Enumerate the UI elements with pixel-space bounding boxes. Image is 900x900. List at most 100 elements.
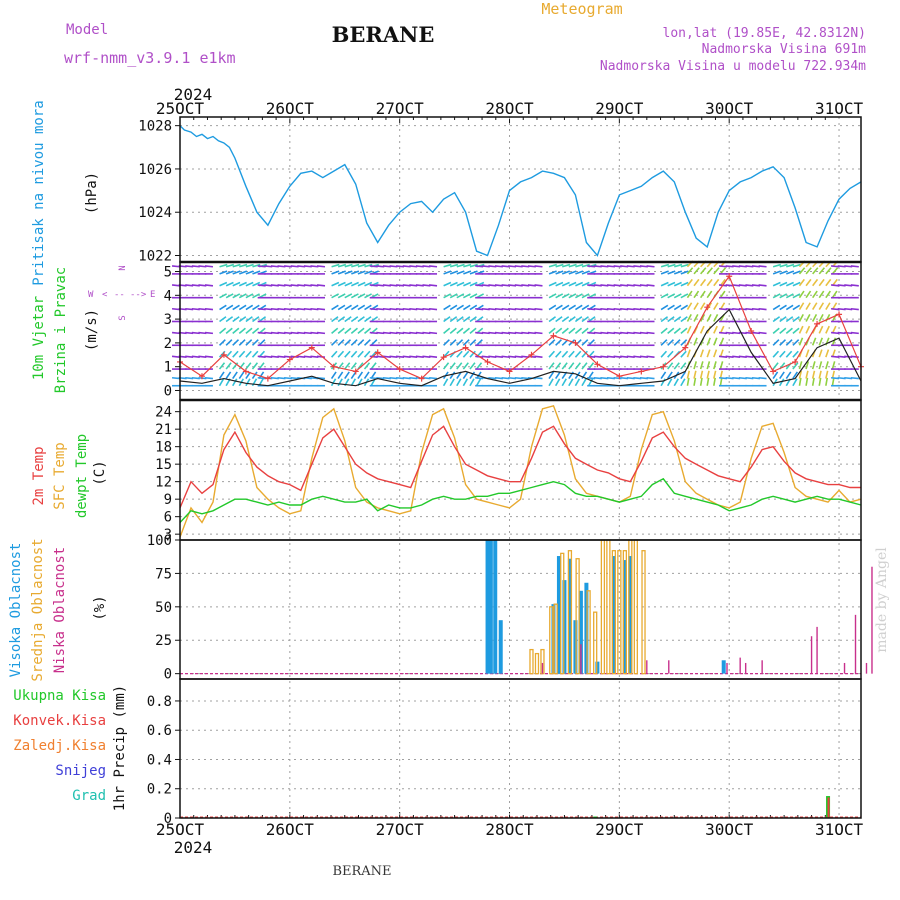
wind-barb — [699, 361, 704, 370]
wind-barb — [469, 327, 477, 334]
wind-barb — [785, 281, 794, 287]
wind-barb — [238, 293, 247, 299]
wind-barb — [772, 327, 780, 334]
wind-barb — [469, 304, 478, 311]
wind-barb — [245, 350, 252, 358]
wind-barb — [699, 290, 706, 299]
wind-barb — [673, 378, 679, 387]
cloud-high-bar — [573, 620, 578, 674]
wind-barb — [456, 327, 464, 334]
wind-barb — [204, 331, 214, 335]
wind-barb — [660, 327, 668, 334]
wind-barb — [344, 362, 351, 370]
wind-barb — [449, 362, 456, 370]
wind-barb — [785, 371, 792, 380]
wind-gust-marker — [682, 344, 689, 351]
cloud-high-bar — [595, 661, 600, 674]
wind-barb — [218, 378, 225, 387]
wind-barb — [587, 362, 595, 370]
wind-barb — [779, 316, 787, 323]
wind-barb — [706, 337, 711, 346]
wind-barb — [699, 370, 704, 379]
wind-barb — [667, 270, 676, 275]
wind-barb — [785, 316, 794, 323]
wind-barb — [463, 270, 472, 275]
wind-barb — [344, 304, 352, 311]
wind-barb — [568, 378, 574, 387]
wind-barb — [699, 377, 703, 386]
wind-gust-marker — [418, 375, 425, 382]
cloud-high-bar — [485, 540, 490, 674]
wind-barb — [693, 267, 700, 275]
y-tick-label: 75 — [155, 566, 172, 582]
wind-barb — [219, 304, 227, 311]
wind-barb — [660, 371, 667, 380]
model-value: wrf-nmm_v3.9.1 e1km — [64, 49, 236, 67]
wind-barb — [667, 362, 674, 370]
elevation-label: Nadmorska Visina 691m — [702, 42, 867, 57]
cloud-mid-bar — [567, 550, 573, 675]
wind-barb — [779, 263, 788, 268]
wind-barb — [686, 314, 692, 322]
wind-gust-marker — [792, 358, 799, 365]
wind-barb — [779, 270, 788, 275]
wind-barb — [713, 349, 718, 358]
time-tick-label-bottom: 30OCT — [705, 820, 754, 839]
wind-barb — [238, 304, 247, 311]
precip-legend-conv: Konvek.Kisa — [13, 713, 106, 729]
wind-gust-marker — [506, 368, 513, 375]
wind-barb — [337, 304, 346, 311]
time-tick-label-top: 30OCT — [705, 99, 754, 118]
wind-barb — [350, 371, 357, 380]
y-tick-label: 1026 — [138, 162, 172, 178]
wind-barb — [779, 339, 787, 346]
wind-barb — [581, 316, 589, 323]
wind-gust-line — [179, 275, 862, 380]
wind-barb — [818, 370, 822, 379]
y-tick-label: 9 — [164, 492, 172, 508]
wind-barb — [555, 327, 563, 334]
wind-barb — [534, 376, 543, 380]
wind-gust-marker — [308, 344, 315, 351]
wind-barb — [673, 304, 682, 311]
wind-barb — [463, 293, 471, 299]
y-tick-label: 3 — [164, 527, 172, 543]
wind-barb — [443, 270, 452, 275]
wind-barb — [660, 316, 669, 323]
wind-barb — [818, 290, 825, 299]
compass-north: N — [118, 265, 128, 270]
wind-barb — [548, 350, 556, 358]
wind-barb — [534, 284, 543, 287]
model-elevation-label: Nadmorska Visina u modelu 722.934m — [600, 59, 866, 74]
precip-legend-total: Ukupna Kisa — [13, 688, 106, 704]
wind-barb — [443, 316, 451, 323]
wind-gust-marker — [660, 363, 667, 370]
wind-barb — [686, 370, 691, 379]
wind-barb — [239, 270, 248, 275]
wind-barb — [772, 293, 781, 299]
wind-barb — [693, 337, 698, 346]
wind-barb — [798, 370, 803, 379]
wind-barb — [344, 350, 351, 358]
cloud-mid-bar — [641, 550, 646, 675]
wind-barb — [686, 290, 693, 299]
wind-barb — [251, 339, 259, 346]
wind-barb — [357, 316, 365, 323]
panel-frame-precip — [179, 678, 862, 819]
year-bottom: 2024 — [174, 838, 213, 857]
wind-gust-marker — [286, 356, 293, 363]
wind-gust-marker — [440, 354, 447, 361]
cloud-high-bar — [628, 556, 633, 674]
wind-barb — [428, 355, 438, 358]
wind-compass-icon: N S W E < -- --> — [88, 265, 155, 320]
wind-barb — [693, 290, 700, 299]
wind-barb — [555, 281, 564, 287]
wind-barb — [357, 281, 366, 287]
wind-barb — [357, 263, 366, 268]
wind-barb — [350, 362, 357, 370]
cloud-mid-bar — [617, 550, 622, 675]
wind-barb — [831, 267, 839, 275]
wind-barb — [680, 371, 687, 380]
wind-barb — [219, 327, 227, 334]
wind-barb — [548, 378, 554, 387]
